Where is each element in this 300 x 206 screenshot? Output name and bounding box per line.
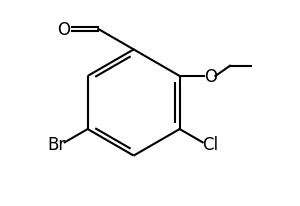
- Text: O: O: [204, 68, 217, 85]
- Text: Cl: Cl: [202, 136, 218, 154]
- Text: O: O: [57, 21, 70, 39]
- Text: Br: Br: [47, 136, 66, 154]
